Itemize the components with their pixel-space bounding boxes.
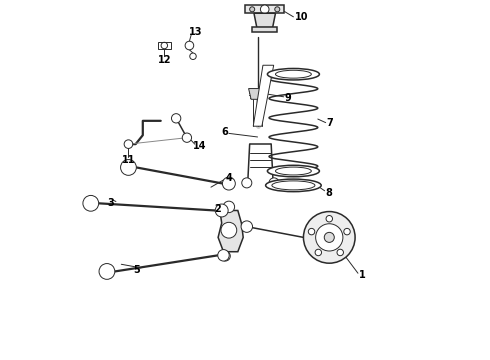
Text: 8: 8: [326, 188, 333, 198]
Circle shape: [275, 7, 280, 12]
Circle shape: [185, 41, 194, 50]
Circle shape: [344, 228, 350, 235]
Text: 14: 14: [193, 141, 207, 151]
Circle shape: [220, 251, 230, 261]
Circle shape: [315, 249, 321, 256]
Circle shape: [218, 249, 229, 261]
Text: 9: 9: [285, 93, 292, 103]
Circle shape: [223, 201, 235, 213]
Text: 13: 13: [189, 27, 203, 37]
Text: 10: 10: [294, 12, 308, 22]
Circle shape: [222, 177, 235, 190]
Circle shape: [308, 228, 315, 235]
Circle shape: [324, 232, 334, 242]
Polygon shape: [253, 65, 274, 126]
Polygon shape: [218, 211, 243, 252]
Circle shape: [190, 53, 196, 59]
Ellipse shape: [266, 179, 321, 192]
Circle shape: [221, 222, 237, 238]
Text: 12: 12: [158, 55, 171, 65]
Text: 3: 3: [107, 198, 114, 208]
Circle shape: [172, 114, 181, 123]
Text: 2: 2: [215, 204, 221, 214]
Text: 4: 4: [225, 173, 232, 183]
Circle shape: [326, 216, 333, 222]
Circle shape: [124, 140, 133, 148]
Text: 7: 7: [327, 118, 333, 128]
Text: 5: 5: [133, 265, 140, 275]
Circle shape: [250, 7, 255, 12]
Text: 11: 11: [122, 155, 135, 165]
Text: 6: 6: [221, 127, 228, 137]
Circle shape: [303, 212, 355, 263]
Text: 1: 1: [359, 270, 366, 280]
Circle shape: [316, 224, 343, 251]
Circle shape: [260, 5, 269, 14]
Ellipse shape: [268, 68, 319, 80]
Polygon shape: [248, 89, 267, 99]
Circle shape: [215, 204, 228, 217]
Circle shape: [121, 159, 136, 175]
Circle shape: [337, 249, 343, 256]
Circle shape: [83, 195, 98, 211]
Bar: [158, 42, 171, 49]
Circle shape: [242, 178, 252, 188]
Bar: [252, 27, 277, 32]
Bar: [245, 5, 285, 13]
Circle shape: [269, 178, 279, 188]
Circle shape: [182, 133, 192, 142]
Ellipse shape: [268, 165, 319, 177]
Circle shape: [99, 264, 115, 279]
Circle shape: [241, 221, 252, 232]
Polygon shape: [254, 13, 275, 28]
